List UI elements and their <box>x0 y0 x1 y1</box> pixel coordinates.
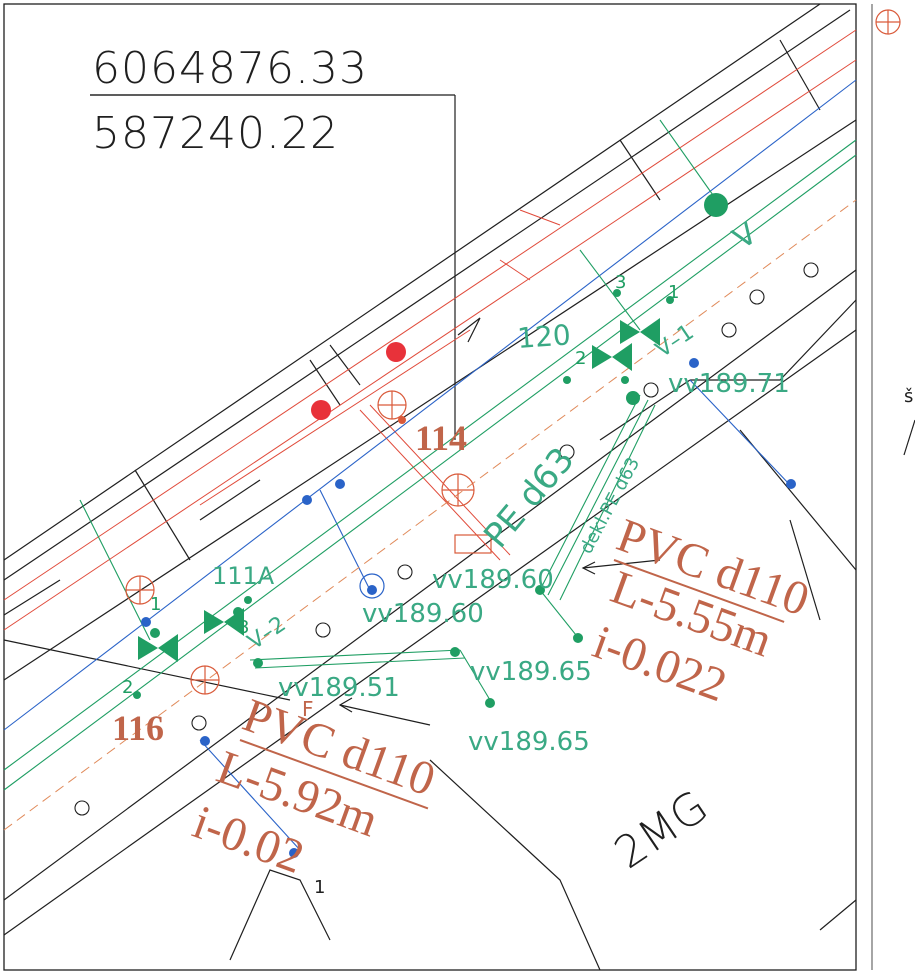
blue-ring <box>359 573 385 599</box>
level-vv5: vv189.51 <box>278 673 400 703</box>
level-vv3: vv189.60 <box>362 599 484 629</box>
valve-number: 3 <box>615 272 626 293</box>
lot-label-1: 1 <box>314 877 325 898</box>
label-v2: V–2 <box>243 612 290 655</box>
blue-points <box>141 358 796 858</box>
upper-pipe-underline <box>613 559 785 623</box>
point-116: 116 <box>112 708 164 748</box>
leader-arrows <box>338 317 661 726</box>
manhole-symbols <box>125 9 901 695</box>
valve-number-labels: 1 2 3 1 2 3 <box>122 272 679 698</box>
margin-mark <box>903 419 915 456</box>
level-labels: vv189.71 vv189.60 vv189.60 vv189.65 vv18… <box>278 369 790 757</box>
sewer-point-1 <box>386 342 406 362</box>
point-114: 114 <box>415 418 467 458</box>
coordinate-northing: 6064876.33 <box>92 43 368 94</box>
lower-pipe-annotation: PVC d110 L-5.92m i-0.02 <box>186 689 442 885</box>
orange-dashed-line <box>3 199 857 831</box>
margin-letter: š <box>904 386 913 407</box>
label-f: F <box>302 697 314 721</box>
valve-number: 1 <box>150 594 161 615</box>
level-vv1: vv189.71 <box>668 369 790 399</box>
valve-number: 3 <box>238 617 249 638</box>
upper-pipe-annotation: PVC d110 L-5.55m i-0.022 <box>586 509 816 713</box>
label-v: V <box>727 216 764 257</box>
valve-number: 2 <box>575 348 586 369</box>
valve-number: 2 <box>122 677 133 698</box>
label-120: 120 <box>516 318 572 355</box>
sewer-point-2 <box>311 400 331 420</box>
lower-pipe-underline <box>239 739 429 810</box>
level-vv4: vv189.65 <box>470 657 592 687</box>
label-111a: 111A <box>212 562 275 590</box>
level-vv6: vv189.65 <box>468 727 590 757</box>
sewer-point-3 <box>398 416 406 424</box>
coordinate-easting: 587240.22 <box>92 108 339 159</box>
water-lines <box>3 119 857 791</box>
sewer-lines <box>3 29 857 631</box>
lot-label-2mg: 2MG <box>606 781 717 879</box>
survey-points <box>74 262 819 816</box>
valve-symbols <box>138 318 660 662</box>
water-points <box>133 193 728 708</box>
level-vv2: vv189.60 <box>432 565 554 595</box>
valve-number: 1 <box>668 282 679 303</box>
